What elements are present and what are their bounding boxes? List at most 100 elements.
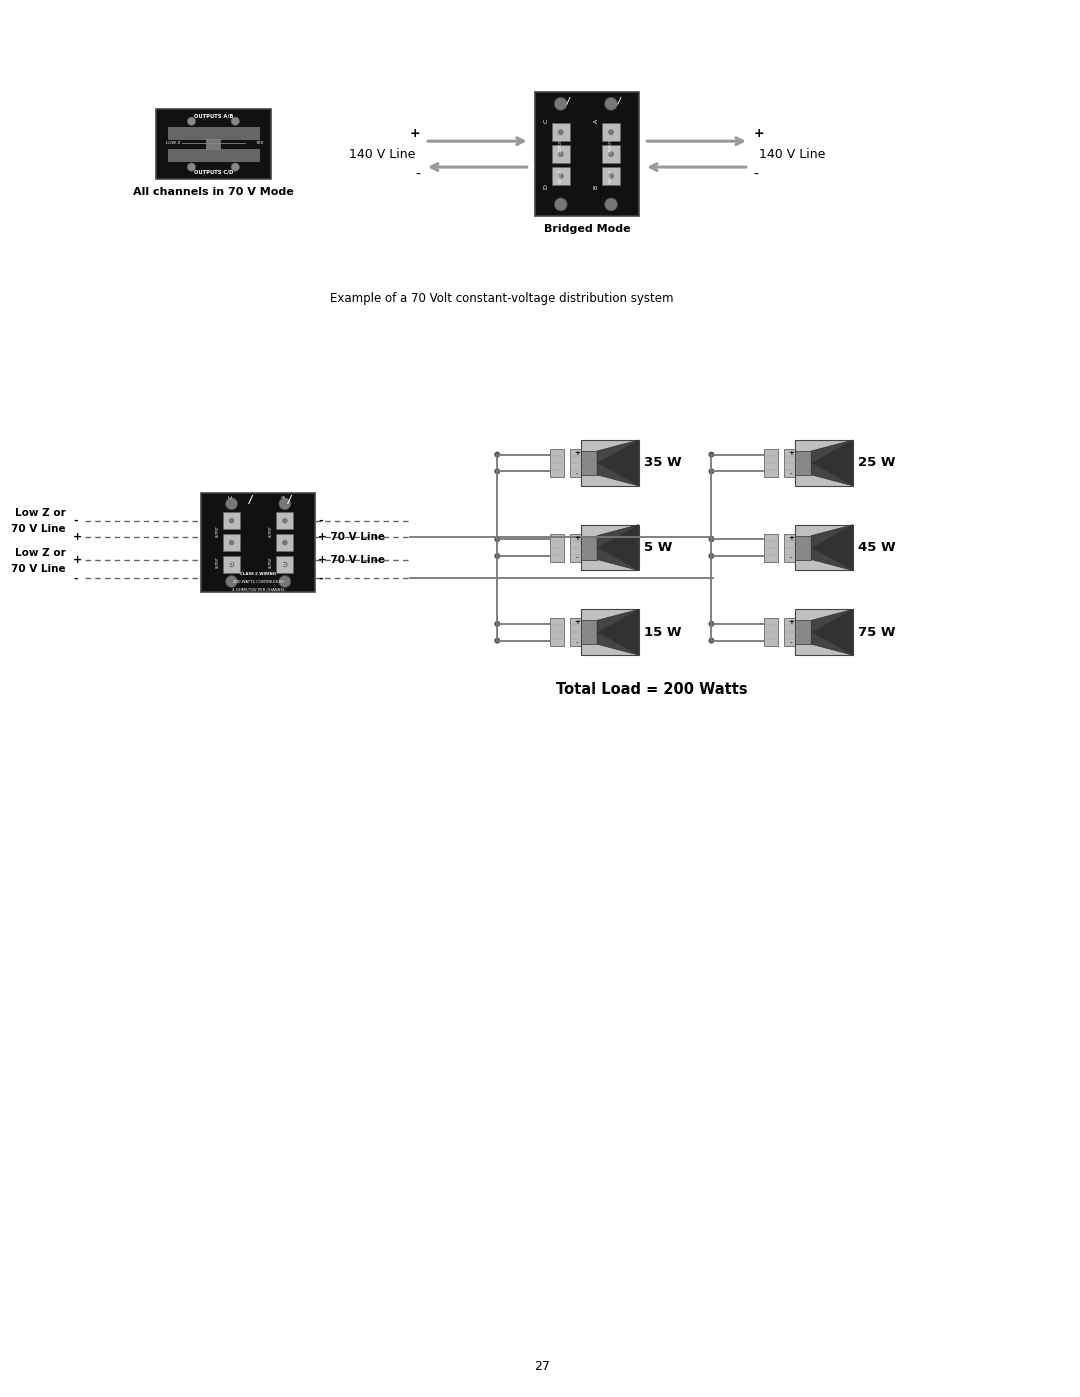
Bar (168, 149, 259, 161)
Text: +: + (409, 127, 420, 140)
Text: +: + (788, 535, 794, 541)
Circle shape (708, 468, 715, 474)
Circle shape (495, 620, 500, 627)
Bar (552, 123, 570, 141)
Circle shape (557, 151, 564, 156)
Bar (765, 534, 779, 562)
Text: +: + (573, 535, 580, 541)
Circle shape (708, 553, 715, 559)
Circle shape (557, 129, 564, 136)
Bar (550, 619, 564, 647)
Text: All channels in 70 V Mode: All channels in 70 V Mode (133, 187, 294, 197)
Circle shape (495, 451, 500, 458)
Text: OUTPUTS C/D: OUTPUTS C/D (193, 169, 233, 175)
Text: Low Z or: Low Z or (15, 507, 66, 518)
Bar (784, 534, 798, 562)
Polygon shape (597, 440, 638, 486)
Circle shape (282, 562, 287, 567)
Bar (603, 123, 620, 141)
Bar (795, 535, 811, 560)
Circle shape (495, 637, 500, 644)
Text: -: - (789, 640, 793, 645)
Text: -: - (73, 515, 78, 525)
Circle shape (495, 553, 500, 559)
Circle shape (229, 518, 234, 524)
Circle shape (282, 518, 287, 524)
Text: + 70 V Line: + 70 V Line (319, 555, 386, 564)
Polygon shape (811, 440, 853, 486)
Bar (581, 535, 597, 560)
Text: OUTPUT: OUTPUT (216, 556, 219, 569)
Text: D: D (229, 560, 234, 564)
Circle shape (231, 163, 240, 172)
Bar (535, 92, 639, 217)
Bar (276, 556, 294, 573)
Circle shape (608, 129, 615, 136)
Text: Example of a 70 Volt constant-voltage distribution system: Example of a 70 Volt constant-voltage di… (330, 292, 674, 305)
Text: 200 WATTS CONTINUOUS/: 200 WATTS CONTINUOUS/ (233, 581, 284, 584)
Text: OUTPUT: OUTPUT (269, 556, 273, 569)
Bar (550, 448, 564, 476)
Text: 25 W: 25 W (858, 457, 895, 469)
Polygon shape (597, 609, 638, 655)
Bar (784, 619, 798, 647)
Text: 70 V Line: 70 V Line (11, 524, 66, 534)
Text: OUTPUT: OUTPUT (558, 169, 563, 183)
Text: 15 W: 15 W (644, 626, 681, 638)
Circle shape (282, 539, 287, 545)
Circle shape (187, 163, 195, 172)
Text: 27: 27 (535, 1359, 550, 1373)
Text: 70V: 70V (256, 141, 265, 145)
Text: C: C (543, 119, 549, 123)
Bar (206, 137, 220, 149)
Text: 45 W: 45 W (858, 541, 895, 555)
Text: Bridged Mode: Bridged Mode (543, 225, 631, 235)
Circle shape (708, 451, 715, 458)
Text: 5 W: 5 W (644, 541, 672, 555)
Text: -: - (576, 469, 578, 476)
Bar (276, 534, 294, 550)
Bar (795, 440, 853, 486)
Bar (795, 609, 853, 655)
Circle shape (608, 173, 615, 179)
Text: OUTPUT: OUTPUT (216, 525, 219, 536)
Circle shape (708, 637, 715, 644)
Text: -: - (319, 515, 323, 525)
Bar (784, 448, 798, 476)
Polygon shape (811, 609, 853, 655)
Bar (157, 109, 271, 179)
Text: 140 V Line: 140 V Line (349, 148, 415, 161)
Bar (581, 620, 597, 644)
Text: +: + (73, 555, 82, 564)
Bar (603, 168, 620, 184)
Bar (603, 145, 620, 163)
Polygon shape (597, 609, 638, 655)
Text: /: / (248, 495, 252, 504)
Bar (765, 619, 779, 647)
Circle shape (605, 98, 618, 110)
Text: +: + (73, 532, 82, 542)
Polygon shape (811, 525, 853, 570)
Bar (550, 534, 564, 562)
Bar (795, 451, 811, 475)
Text: /: / (618, 96, 621, 106)
Text: Total Load = 200 Watts: Total Load = 200 Watts (556, 682, 747, 697)
Text: A: A (282, 495, 287, 499)
Text: D: D (543, 184, 549, 190)
Circle shape (231, 117, 240, 126)
Text: C: C (229, 495, 234, 499)
Bar (581, 440, 638, 486)
Bar (201, 493, 315, 592)
Text: +: + (573, 619, 580, 626)
Text: CLASS 2 WIRING: CLASS 2 WIRING (240, 573, 276, 577)
Circle shape (226, 576, 238, 587)
Text: A: A (594, 119, 598, 123)
Text: +: + (573, 450, 580, 455)
Circle shape (554, 98, 567, 110)
Text: -: - (73, 573, 78, 584)
Text: -: - (789, 555, 793, 560)
Text: B: B (282, 562, 287, 564)
Bar (224, 513, 240, 529)
Text: OUTPUT: OUTPUT (609, 140, 613, 154)
Bar (276, 513, 294, 529)
